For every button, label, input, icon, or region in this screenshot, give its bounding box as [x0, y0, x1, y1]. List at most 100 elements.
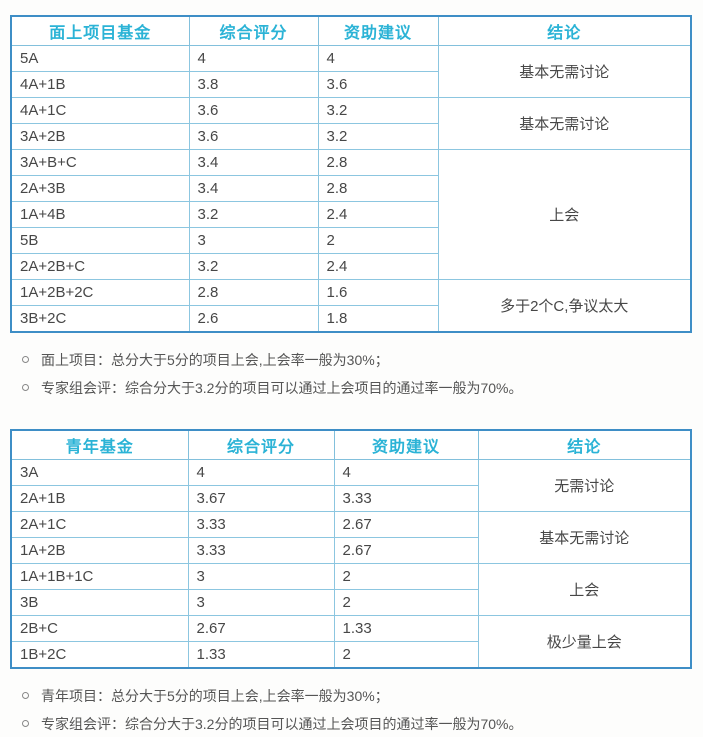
- combo-cell: 3A: [10, 459, 189, 486]
- combo-cell: 2A+1B: [10, 485, 189, 512]
- youth-fund-section: 青年基金 综合评分 资助建议 结论 3A 4 4 无需讨论 2A+1B 3.67 3.33 2A+1C…: [10, 429, 692, 737]
- score-cell: 3.2: [188, 253, 319, 280]
- column-header: 资助建议: [333, 429, 479, 460]
- header-row: 面上项目基金 综合评分 资助建议 结论: [10, 15, 692, 46]
- advice-cell: 2.8: [317, 149, 439, 176]
- header-row: 青年基金 综合评分 资助建议 结论: [10, 429, 692, 460]
- general-fund-notes: 面上项目：总分大于5分的项目上会,上会率一般为30%； 专家组会评：综合分大于3.…: [10, 346, 692, 402]
- score-cell: 3: [188, 227, 319, 254]
- advice-cell: 2: [317, 227, 439, 254]
- advice-cell: 2: [333, 589, 479, 616]
- table-row: 2A+2B+C 3.2 2.4: [10, 253, 691, 280]
- table-row: 2A+1C 3.33 2.67 基本无需讨论: [10, 511, 692, 564]
- table-row: 2A+1B 3.67 3.33: [10, 485, 691, 512]
- score-cell: 2.67: [187, 615, 335, 642]
- column-header: 青年基金: [10, 429, 189, 460]
- combo-cell: 1A+1B+1C: [10, 563, 189, 590]
- score-cell: 3.67: [187, 485, 335, 512]
- conclusion-cell: 基本无需讨论: [437, 97, 692, 150]
- table-row: 1A+1B+1C 3 2 上会: [10, 563, 692, 616]
- combo-cell: 1A+4B: [10, 201, 190, 228]
- youth-fund-table: 青年基金 综合评分 资助建议 结论 3A 4 4 无需讨论 2A+1B 3.67 3.33 2A+1C…: [10, 429, 692, 669]
- score-cell: 3.4: [188, 175, 319, 202]
- advice-cell: 2.8: [317, 175, 439, 202]
- combo-cell: 3B: [10, 589, 189, 616]
- conclusion-cell: 极少量上会: [477, 615, 692, 669]
- table-row: 3A+2B 3.6 3.2: [10, 123, 691, 150]
- score-cell: 4: [187, 459, 335, 486]
- advice-cell: 3.2: [317, 123, 439, 150]
- score-cell: 3.33: [187, 537, 335, 564]
- combo-cell: 2A+3B: [10, 175, 190, 202]
- note-item: 专家组会评：综合分大于3.2分的项目可以通过上会项目的通过率一般为70%。: [22, 374, 692, 402]
- combo-cell: 2A+1C: [10, 511, 189, 538]
- table-row: 1B+2C 1.33 2: [10, 641, 691, 669]
- advice-cell: 3.33: [333, 485, 479, 512]
- score-cell: 3.8: [188, 71, 319, 98]
- table-row: 3A+B+C 3.4 2.8 上会: [10, 149, 692, 280]
- column-header: 结论: [437, 15, 692, 46]
- score-cell: 2.6: [188, 305, 319, 333]
- advice-cell: 1.6: [317, 279, 439, 306]
- note-item: 青年项目：总分大于5分的项目上会,上会率一般为30%；: [22, 682, 692, 710]
- advice-cell: 3.2: [317, 97, 439, 124]
- advice-cell: 4: [317, 45, 439, 72]
- combo-cell: 3B+2C: [10, 305, 190, 333]
- column-header: 综合评分: [188, 15, 319, 46]
- general-fund-section: 面上项目基金 综合评分 资助建议 结论 5A 4 4 基本无需讨论 4A+1B 3.8 3.6 4A+…: [10, 15, 692, 402]
- advice-cell: 2: [333, 641, 479, 669]
- note-text: 青年项目：总分大于5分的项目上会,上会率一般为30%；: [41, 688, 389, 704]
- general-fund-table: 面上项目基金 综合评分 资助建议 结论 5A 4 4 基本无需讨论 4A+1B 3.8 3.6 4A+…: [10, 15, 692, 333]
- advice-cell: 4: [333, 459, 479, 486]
- conclusion-cell: 基本无需讨论: [437, 45, 692, 98]
- table-row: 3B+2C 2.6 1.8: [10, 305, 691, 333]
- conclusion-cell: 多于2个C,争议太大: [437, 279, 692, 333]
- score-cell: 3.2: [188, 201, 319, 228]
- youth-fund-notes: 青年项目：总分大于5分的项目上会,上会率一般为30%； 专家组会评：综合分大于3.…: [10, 682, 692, 737]
- circle-bullet-icon: [22, 692, 29, 699]
- advice-cell: 2.67: [333, 511, 479, 538]
- advice-cell: 2.4: [317, 201, 439, 228]
- advice-cell: 1.8: [317, 305, 439, 333]
- note-text: 专家组会评：综合分大于3.2分的项目可以通过上会项目的通过率一般为70%。: [41, 716, 523, 732]
- table-row: 1A+2B+2C 2.8 1.6 多于2个C,争议太大: [10, 279, 692, 333]
- conclusion-cell: 无需讨论: [477, 459, 692, 512]
- note-item: 面上项目：总分大于5分的项目上会,上会率一般为30%；: [22, 346, 692, 374]
- column-header: 综合评分: [187, 429, 335, 460]
- score-cell: 3.6: [188, 123, 319, 150]
- table-row: 4A+1C 3.6 3.2 基本无需讨论: [10, 97, 692, 150]
- score-cell: 3.6: [188, 97, 319, 124]
- combo-cell: 1A+2B: [10, 537, 189, 564]
- score-cell: 3: [187, 589, 335, 616]
- circle-bullet-icon: [22, 356, 29, 363]
- score-cell: 4: [188, 45, 319, 72]
- combo-cell: 1A+2B+2C: [10, 279, 190, 306]
- circle-bullet-icon: [22, 720, 29, 727]
- combo-cell: 4A+1C: [10, 97, 190, 124]
- advice-cell: 2.67: [333, 537, 479, 564]
- advice-cell: 2.4: [317, 253, 439, 280]
- combo-cell: 3A+B+C: [10, 149, 190, 176]
- note-item: 专家组会评：综合分大于3.2分的项目可以通过上会项目的通过率一般为70%。: [22, 710, 692, 737]
- score-cell: 3.33: [187, 511, 335, 538]
- combo-cell: 5B: [10, 227, 190, 254]
- table-row: 2B+C 2.67 1.33 极少量上会: [10, 615, 692, 669]
- table-row: 2A+3B 3.4 2.8: [10, 175, 691, 202]
- combo-cell: 3A+2B: [10, 123, 190, 150]
- combo-cell: 5A: [10, 45, 190, 72]
- score-cell: 1.33: [187, 641, 335, 669]
- advice-cell: 2: [333, 563, 479, 590]
- table-row: 1A+4B 3.2 2.4: [10, 201, 691, 228]
- conclusion-cell: 上会: [437, 149, 692, 280]
- score-cell: 3: [187, 563, 335, 590]
- note-text: 专家组会评：综合分大于3.2分的项目可以通过上会项目的通过率一般为70%。: [41, 380, 523, 396]
- advice-cell: 1.33: [333, 615, 479, 642]
- score-cell: 2.8: [188, 279, 319, 306]
- combo-cell: 2A+2B+C: [10, 253, 190, 280]
- table-row: 5A 4 4 基本无需讨论: [10, 45, 692, 98]
- column-header: 结论: [477, 429, 692, 460]
- column-header: 资助建议: [317, 15, 439, 46]
- circle-bullet-icon: [22, 384, 29, 391]
- conclusion-cell: 上会: [477, 563, 692, 616]
